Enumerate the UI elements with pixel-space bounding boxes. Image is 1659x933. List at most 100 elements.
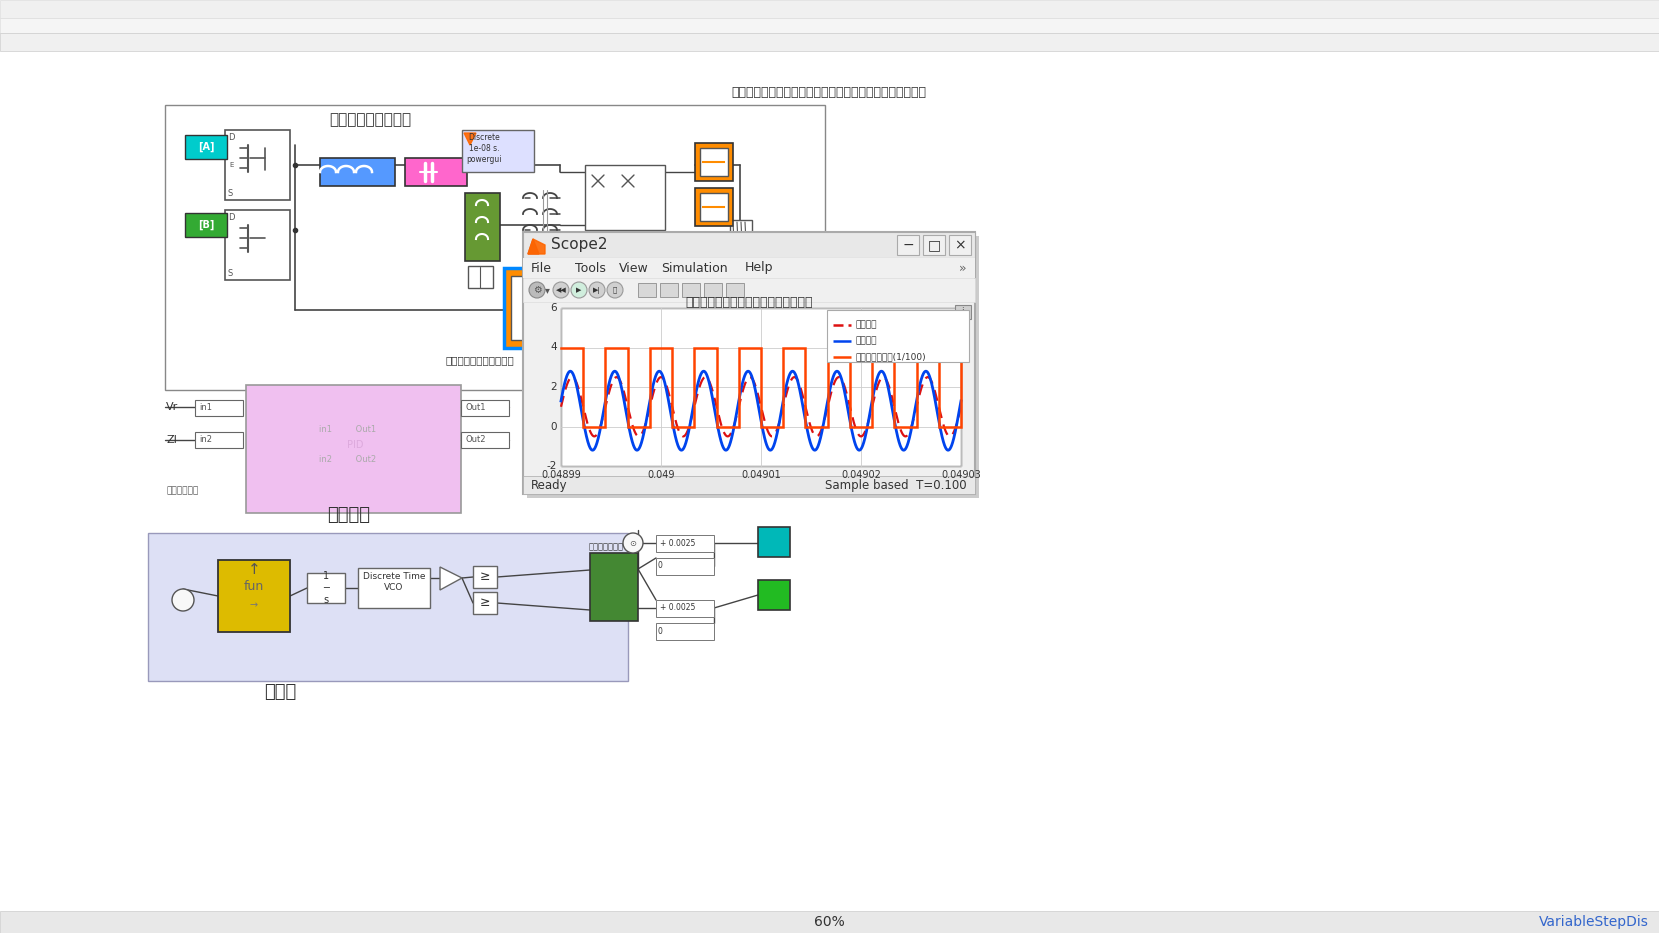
Text: 开关管中点电压(1/100): 开关管中点电压(1/100) xyxy=(854,353,926,361)
Text: E: E xyxy=(229,162,234,168)
Bar xyxy=(523,258,975,278)
Text: 60%: 60% xyxy=(813,915,844,929)
Circle shape xyxy=(589,282,606,298)
Text: ◀◀: ◀◀ xyxy=(556,287,566,293)
Text: in2: in2 xyxy=(199,436,212,444)
Bar xyxy=(461,400,509,416)
Polygon shape xyxy=(528,239,539,254)
Bar xyxy=(758,527,790,557)
Text: S: S xyxy=(227,269,234,277)
Text: in2         Out2: in2 Out2 xyxy=(320,455,377,465)
Text: 励磁电流: 励磁电流 xyxy=(854,321,876,329)
Bar xyxy=(700,193,728,221)
Circle shape xyxy=(607,282,624,298)
Bar xyxy=(0,18,1659,33)
Bar xyxy=(405,158,466,186)
Bar xyxy=(473,592,498,614)
Text: 变频控制: 变频控制 xyxy=(327,506,370,524)
Bar xyxy=(511,276,546,340)
Text: Discrete Time
VCO: Discrete Time VCO xyxy=(363,572,425,592)
Text: Help: Help xyxy=(745,261,773,274)
Text: ▶|: ▶| xyxy=(594,286,601,294)
Bar xyxy=(226,130,290,200)
Text: ≥: ≥ xyxy=(479,596,491,609)
Bar xyxy=(956,305,971,319)
Bar xyxy=(148,533,629,681)
Text: in1: in1 xyxy=(199,403,212,412)
Text: 2: 2 xyxy=(551,382,557,392)
Text: Out2: Out2 xyxy=(465,436,486,444)
Bar xyxy=(655,558,713,575)
Bar xyxy=(0,33,1659,51)
Text: ▶: ▶ xyxy=(576,287,582,293)
Text: 励磁电流、谐振电流、及原边中点电压: 励磁电流、谐振电流、及原边中点电压 xyxy=(685,296,813,309)
Text: S: S xyxy=(227,188,234,198)
Bar xyxy=(186,135,227,159)
Text: Tools: Tools xyxy=(576,261,606,274)
Bar xyxy=(164,105,825,390)
Bar xyxy=(504,268,552,348)
Bar xyxy=(528,236,979,498)
Bar xyxy=(949,235,971,255)
Bar xyxy=(727,283,743,297)
Text: Ready: Ready xyxy=(531,479,567,492)
Text: 软启动: 软启动 xyxy=(264,683,295,701)
Polygon shape xyxy=(440,567,461,590)
Text: ≥: ≥ xyxy=(479,570,491,583)
Bar xyxy=(461,130,534,172)
Bar xyxy=(695,188,733,226)
Bar xyxy=(700,148,728,176)
Text: -2: -2 xyxy=(546,461,557,471)
Text: 具体参数设计可以参考给的设计文档，与仿真模型配套学习: 具体参数设计可以参考给的设计文档，与仿真模型配套学习 xyxy=(732,86,926,99)
Text: [B]: [B] xyxy=(197,220,214,230)
Bar xyxy=(468,266,493,288)
Text: »: » xyxy=(959,261,967,274)
Text: ⊙: ⊙ xyxy=(629,538,637,548)
Bar xyxy=(660,283,679,297)
Text: 0.04901: 0.04901 xyxy=(742,470,781,480)
Circle shape xyxy=(529,282,546,298)
Bar xyxy=(523,278,975,302)
Bar xyxy=(465,193,499,261)
Bar xyxy=(730,220,752,265)
Circle shape xyxy=(552,282,569,298)
Text: ▾: ▾ xyxy=(544,285,549,295)
Polygon shape xyxy=(465,133,476,145)
Bar xyxy=(655,535,713,552)
Bar xyxy=(0,0,1659,18)
Text: 1
─
s: 1 ─ s xyxy=(324,571,328,605)
Bar xyxy=(186,213,227,237)
Text: 固定参考电压: 固定参考电压 xyxy=(168,486,199,495)
Bar xyxy=(196,400,242,416)
Text: Scope2: Scope2 xyxy=(551,238,607,253)
Text: 0.04903: 0.04903 xyxy=(941,470,980,480)
Bar xyxy=(655,623,713,640)
Bar xyxy=(682,283,700,297)
Bar xyxy=(898,235,919,255)
Text: File: File xyxy=(531,261,552,274)
Text: Simulation: Simulation xyxy=(660,261,728,274)
Bar xyxy=(0,911,1659,933)
Text: Sample based  T=0.100: Sample based T=0.100 xyxy=(826,479,967,492)
Text: 6: 6 xyxy=(551,303,557,313)
Text: 0: 0 xyxy=(657,626,662,635)
Text: 软启动脉冲信号: 软启动脉冲信号 xyxy=(589,542,624,551)
Text: 闭环软启动仿真模型: 闭环软启动仿真模型 xyxy=(328,113,411,128)
Text: 0.04902: 0.04902 xyxy=(841,470,881,480)
Bar xyxy=(196,432,242,448)
Bar xyxy=(217,560,290,632)
Text: →: → xyxy=(251,600,259,610)
Text: ▷Vo: ▷Vo xyxy=(740,252,760,262)
Text: □: □ xyxy=(927,238,941,252)
Polygon shape xyxy=(528,239,546,254)
Bar xyxy=(523,232,975,258)
Text: D: D xyxy=(227,214,234,222)
Bar xyxy=(461,432,509,448)
Bar xyxy=(758,580,790,610)
Text: ZI: ZI xyxy=(166,435,178,445)
Bar xyxy=(695,240,727,272)
Bar xyxy=(698,244,723,268)
Text: 0.04899: 0.04899 xyxy=(541,470,581,480)
Text: i: i xyxy=(962,307,964,317)
Text: fun: fun xyxy=(244,580,264,593)
